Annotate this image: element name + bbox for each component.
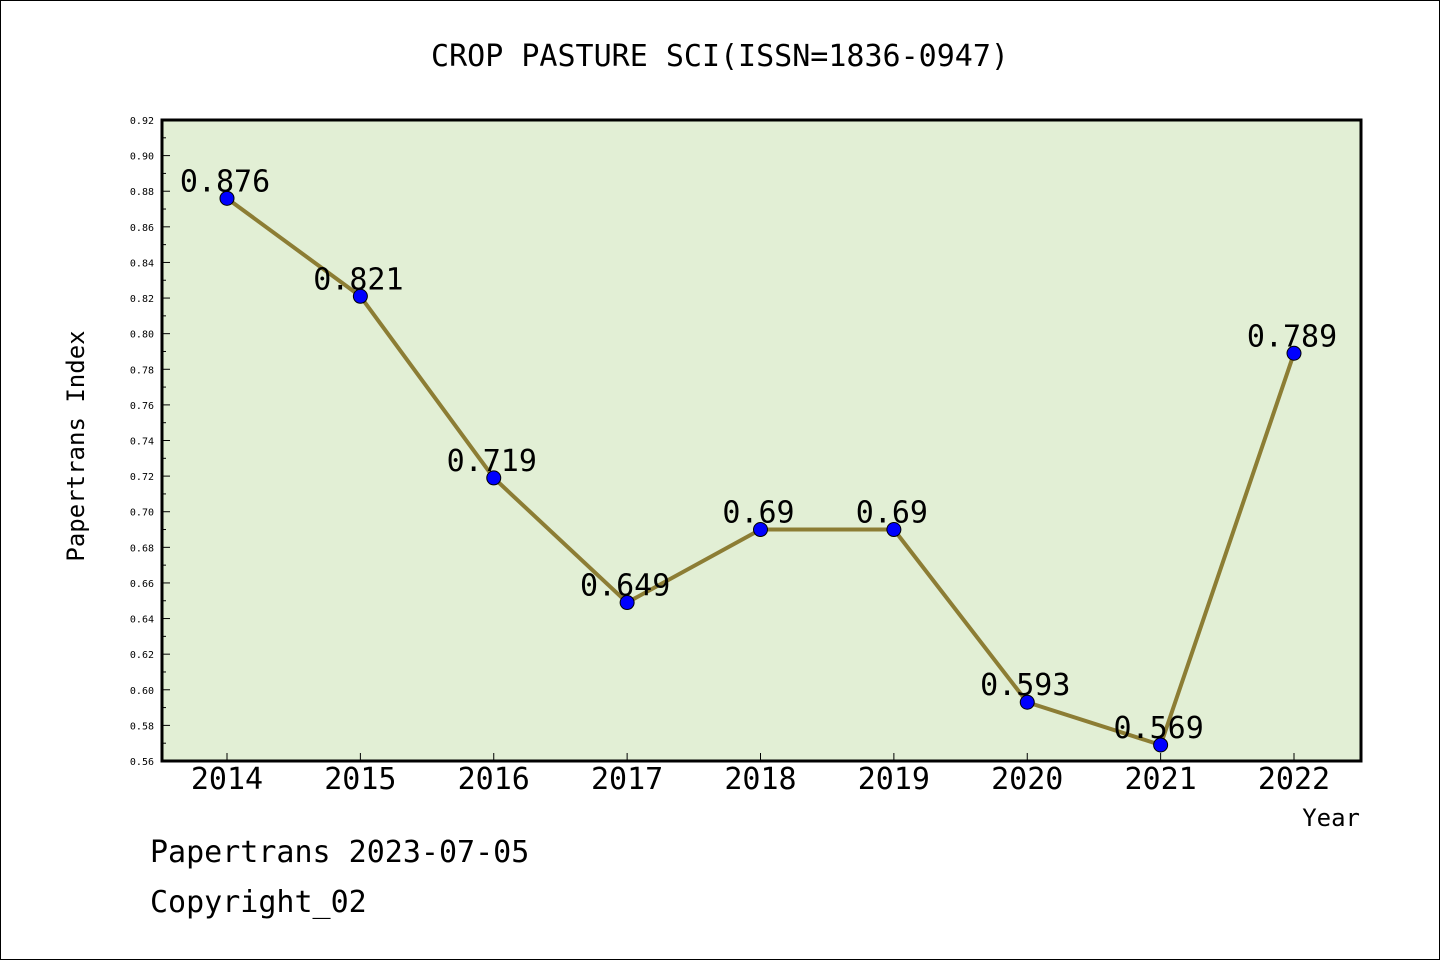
- x-tick-label: 2015: [324, 762, 396, 797]
- data-label: 0.593: [980, 668, 1070, 703]
- data-point-marker: [1153, 737, 1169, 753]
- x-tick-label: 2017: [591, 762, 663, 797]
- y-tick-label: 0.86: [130, 223, 154, 234]
- y-tick-label: 0.56: [130, 757, 154, 768]
- x-tick-label: 2016: [458, 762, 530, 797]
- y-tick-label: 0.90: [130, 152, 154, 163]
- footer-watermark-date: Papertrans 2023-07-05: [150, 835, 530, 870]
- data-point-marker: [352, 288, 368, 304]
- data-point-marker: [486, 470, 502, 486]
- data-point-marker: [1019, 694, 1035, 710]
- footer-copyright: Copyright_02: [150, 885, 367, 920]
- chart-title: CROP PASTURE SCI(ISSN=1836-0947): [431, 39, 1009, 74]
- x-tick-label: 2018: [724, 762, 796, 797]
- y-tick-label: 0.92: [130, 116, 154, 127]
- data-label: 0.821: [313, 262, 403, 297]
- y-tick-label: 0.60: [130, 686, 154, 697]
- y-tick-label: 0.62: [130, 650, 154, 661]
- plot-area: [162, 120, 1361, 761]
- data-point-marker: [1286, 345, 1302, 361]
- data-label: 0.649: [580, 569, 670, 604]
- y-tick-label: 0.84: [130, 258, 154, 269]
- y-tick-label: 0.68: [130, 543, 154, 554]
- data-point-marker: [219, 190, 235, 206]
- data-label: 0.69: [722, 496, 794, 531]
- x-tick-label: 2021: [1125, 762, 1197, 797]
- x-tick-label: 2019: [858, 762, 930, 797]
- x-axis-label: Year: [1302, 804, 1360, 832]
- y-tick-label: 0.80: [130, 330, 154, 341]
- data-label: 0.789: [1247, 319, 1337, 354]
- y-tick-label: 0.66: [130, 579, 154, 590]
- data-label: 0.569: [1113, 711, 1203, 746]
- y-tick-label: 0.74: [130, 437, 154, 448]
- y-tick-label: 0.76: [130, 401, 154, 412]
- y-tick-label: 0.88: [130, 187, 154, 198]
- data-label: 0.719: [447, 444, 537, 479]
- data-label: 0.69: [856, 496, 928, 531]
- plot-border: [160, 118, 1363, 763]
- data-label: 0.876: [180, 164, 270, 199]
- y-axis-label: Papertrans Index: [62, 330, 90, 561]
- data-point-marker: [886, 522, 902, 538]
- x-tick-label: 2020: [991, 762, 1063, 797]
- y-tick-label: 0.78: [130, 365, 154, 376]
- data-point-marker: [619, 595, 635, 611]
- y-tick-label: 0.70: [130, 508, 154, 519]
- x-tick-label: 2014: [191, 762, 263, 797]
- data-point-marker: [753, 522, 768, 538]
- y-tick-label: 0.64: [130, 615, 154, 626]
- y-tick-label: 0.72: [130, 472, 154, 483]
- y-tick-label: 0.82: [130, 294, 154, 305]
- y-tick-label: 0.58: [130, 721, 154, 732]
- x-tick-label: 2022: [1258, 762, 1330, 797]
